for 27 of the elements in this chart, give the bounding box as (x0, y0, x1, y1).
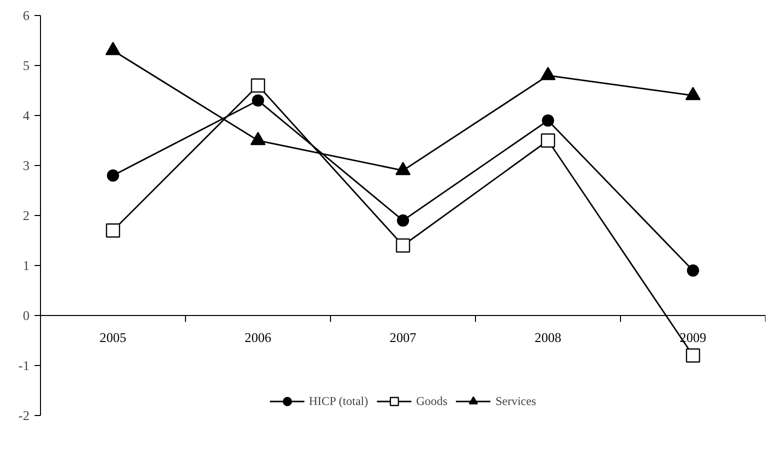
point (542, 114, 554, 127)
y-tick-label: -1 (18, 358, 30, 373)
y-tick-label: 4 (22, 108, 30, 123)
x-tick-label: 2006 (244, 330, 272, 345)
y-tick-label: 1 (22, 258, 30, 273)
point (686, 264, 700, 277)
y-tick-label: 5 (22, 58, 30, 73)
point (106, 169, 120, 182)
point (252, 94, 264, 107)
y-tick-label: 2 (22, 208, 30, 223)
x-tick-label: 2008 (534, 330, 562, 345)
y-tick-label: 6 (22, 8, 30, 23)
point (396, 214, 410, 227)
x-tick-label: 2005 (100, 330, 127, 345)
y-tick-label: 0 (22, 308, 30, 323)
legend-label: HICP (total) (308, 394, 368, 408)
legend-label: Goods (416, 394, 448, 408)
point (106, 223, 120, 238)
x-tick-label: 2009 (680, 330, 707, 345)
x-tick-label: 2007 (390, 330, 417, 345)
y-tick-label: -2 (18, 408, 30, 423)
legend-label: Services (495, 394, 536, 408)
point (540, 133, 556, 148)
point (250, 78, 266, 93)
y-tick-label: 3 (22, 158, 30, 173)
point (686, 348, 700, 363)
point (396, 238, 410, 253)
